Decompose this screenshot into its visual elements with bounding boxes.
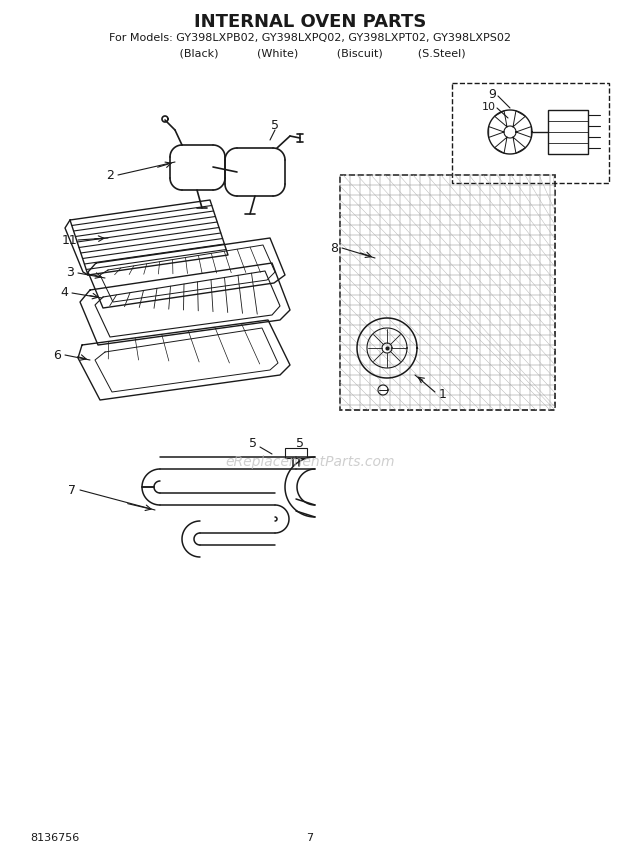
Text: 5: 5	[249, 437, 257, 449]
Text: 5: 5	[296, 437, 304, 449]
Text: 9: 9	[488, 87, 496, 100]
Text: 2: 2	[106, 169, 114, 181]
Text: For Models: GY398LXPB02, GY398LXPQ02, GY398LXPT02, GY398LXPS02: For Models: GY398LXPB02, GY398LXPQ02, GY…	[109, 33, 511, 43]
Text: 6: 6	[53, 348, 61, 361]
Text: 10: 10	[482, 102, 496, 112]
Text: eReplacementParts.com: eReplacementParts.com	[225, 455, 395, 469]
Text: 5: 5	[271, 118, 279, 132]
Text: 7: 7	[68, 484, 76, 496]
Text: 11: 11	[62, 234, 78, 247]
Text: 4: 4	[60, 287, 68, 300]
Text: (Black)           (White)           (Biscuit)          (S.Steel): (Black) (White) (Biscuit) (S.Steel)	[154, 48, 466, 58]
Text: 3: 3	[66, 266, 74, 280]
Bar	[340, 175, 555, 410]
Text: 8: 8	[330, 241, 338, 254]
Text: 7: 7	[306, 833, 314, 843]
Text: INTERNAL OVEN PARTS: INTERNAL OVEN PARTS	[194, 13, 426, 31]
Text: 1: 1	[439, 388, 447, 401]
Bar	[285, 448, 307, 458]
Bar	[452, 83, 609, 183]
Bar	[548, 110, 588, 154]
Text: 8136756: 8136756	[30, 833, 79, 843]
